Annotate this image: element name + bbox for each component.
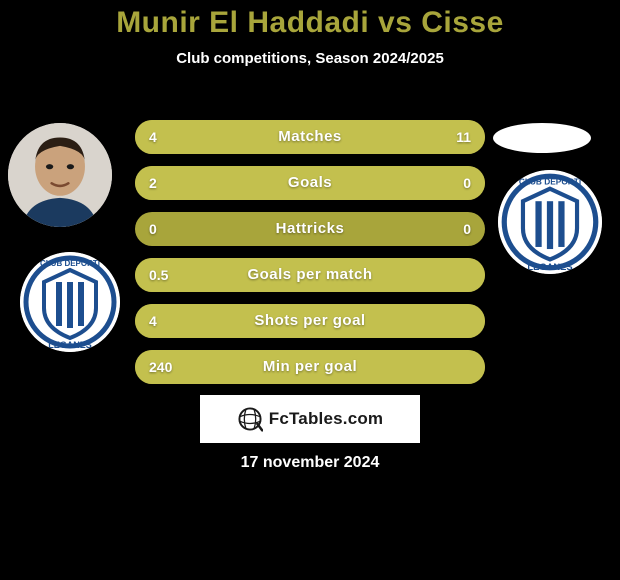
fctables-logo-icon (237, 406, 263, 432)
leganes-badge-icon: CLUB DEPORTI LEGANES (498, 170, 602, 274)
stat-row: 240Min per goal (135, 350, 485, 384)
stat-label: Goals (135, 166, 485, 200)
stats-area: 411Matches 20Goals 00Hattricks 0.5Goals per… (135, 120, 485, 396)
stat-row: 0.5Goals per match (135, 258, 485, 292)
player-photo-left (8, 123, 112, 227)
footer-date: 17 november 2024 (0, 454, 620, 472)
stat-row: 4Shots per goal (135, 304, 485, 338)
face-placeholder-icon (8, 123, 112, 227)
svg-text:LEGANES: LEGANES (527, 262, 572, 272)
stat-label: Goals per match (135, 258, 485, 292)
page-title: Munir El Haddadi vs Cisse (0, 0, 620, 40)
club-badge-right: CLUB DEPORTI LEGANES (498, 170, 602, 274)
subtitle: Club competitions, Season 2024/2025 (0, 50, 620, 67)
stat-label: Shots per goal (135, 304, 485, 338)
stat-row: 00Hattricks (135, 212, 485, 246)
stat-label: Hattricks (135, 212, 485, 246)
stat-label: Min per goal (135, 350, 485, 384)
stat-label: Matches (135, 120, 485, 154)
club-badge-left: CLUB DEPORTI LEGANES (20, 252, 120, 352)
leganes-badge-icon: CLUB DEPORTI LEGANES (20, 252, 120, 352)
stat-row: 20Goals (135, 166, 485, 200)
svg-text:LEGANES: LEGANES (48, 340, 92, 350)
stat-row: 411Matches (135, 120, 485, 154)
brand-text: FcTables.com (269, 409, 384, 429)
svg-text:CLUB DEPORTI: CLUB DEPORTI (519, 177, 581, 187)
svg-text:CLUB DEPORTI: CLUB DEPORTI (40, 259, 100, 268)
player-photo-right-placeholder (493, 123, 591, 153)
brand-badge[interactable]: FcTables.com (200, 395, 420, 443)
